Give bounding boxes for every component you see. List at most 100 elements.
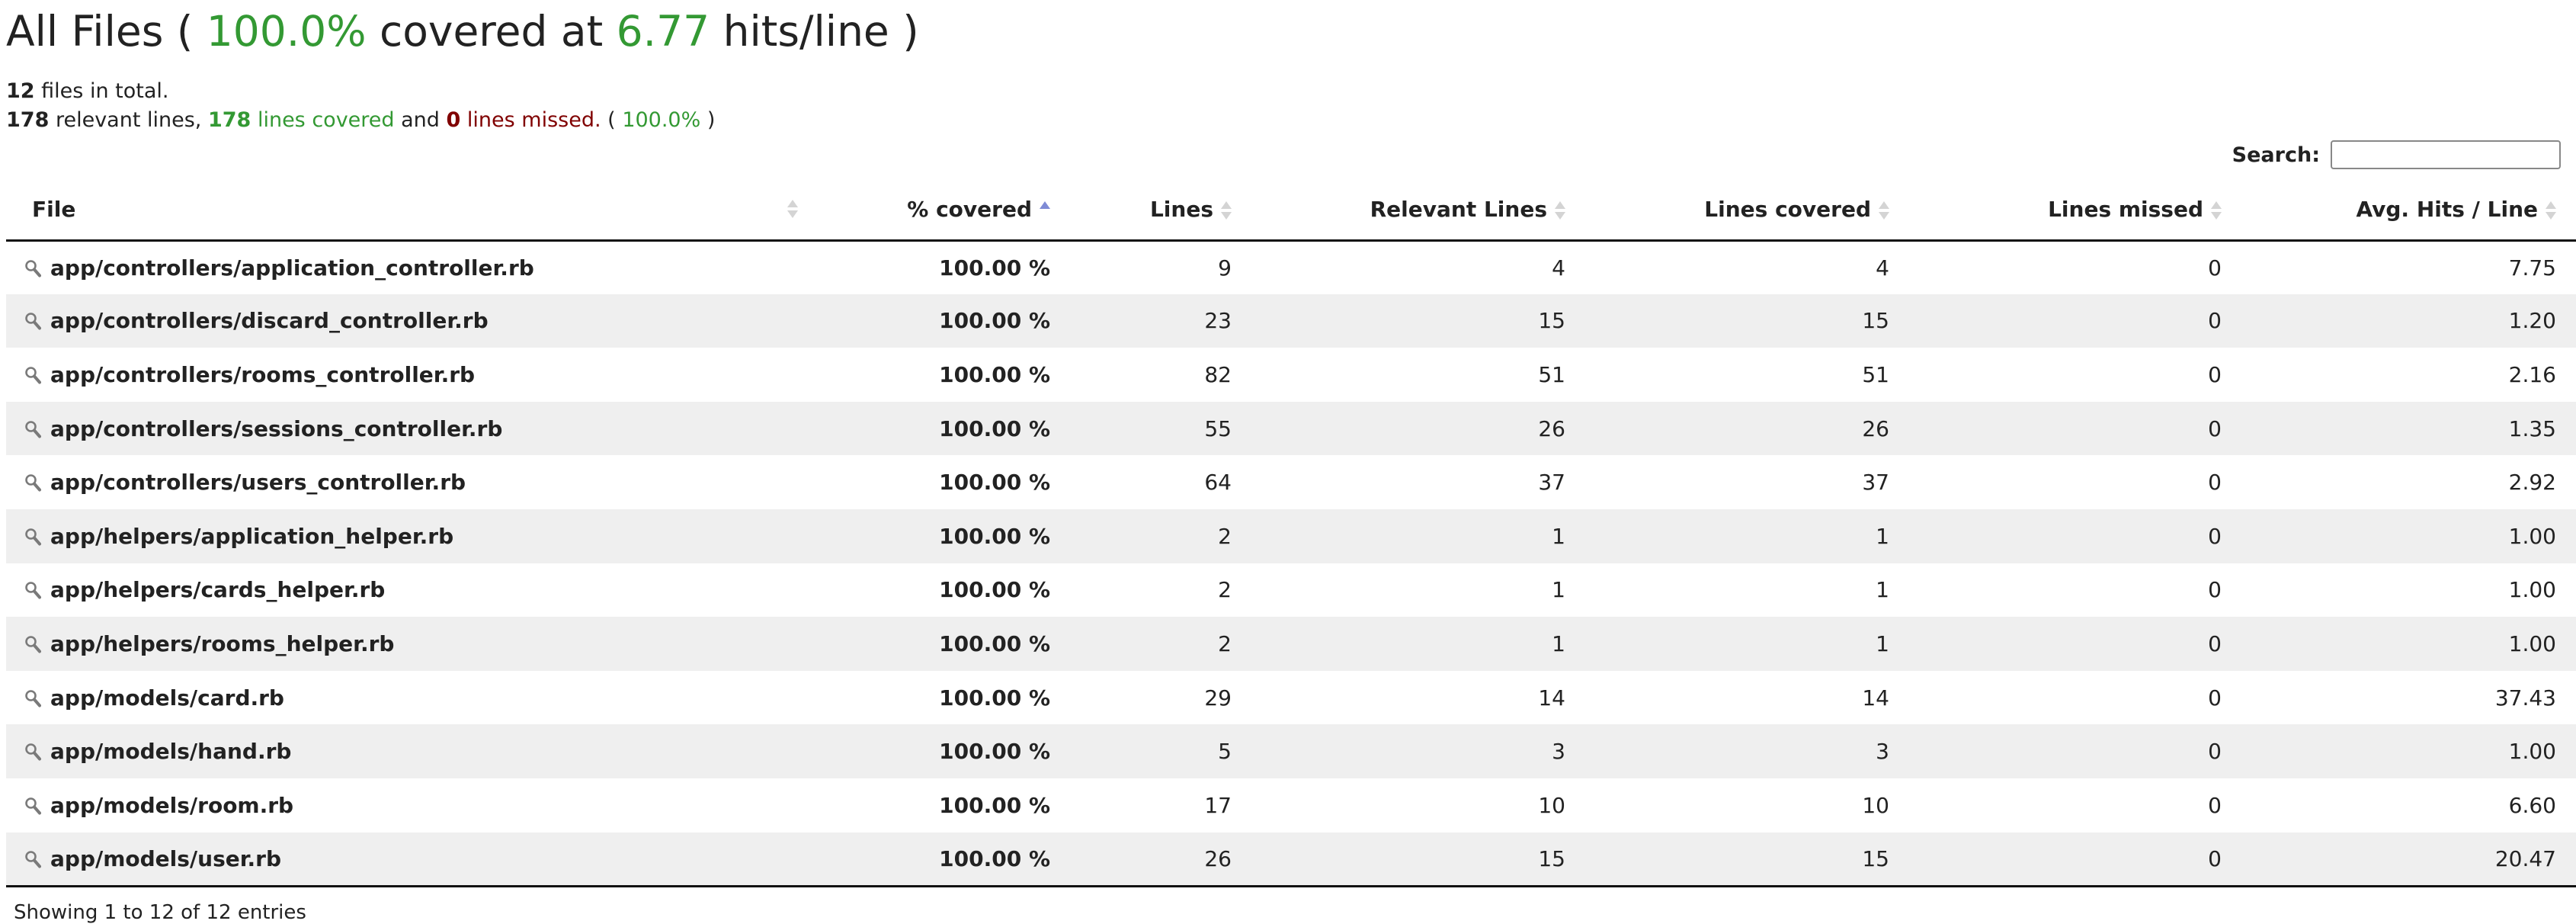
column-header-label: % covered bbox=[907, 196, 1032, 222]
lines-missed-cell: 0 bbox=[2208, 685, 2222, 711]
percent-covered-cell: 100.00 % bbox=[939, 577, 1050, 603]
avg-hits-cell: 20.47 bbox=[2241, 832, 2576, 887]
file-link[interactable]: app/helpers/cards_helper.rb bbox=[50, 577, 386, 603]
percent-covered-cell: 100.00 % bbox=[939, 255, 1050, 281]
lines-cell: 29 bbox=[1204, 685, 1232, 711]
avg-hits-cell: 1.00 bbox=[2241, 617, 2576, 671]
file-cell[interactable]: app/controllers/users_controller.rb bbox=[6, 455, 810, 509]
file-cell[interactable]: app/models/card.rb bbox=[6, 671, 810, 725]
lines-missed-cell: 0 bbox=[2208, 255, 2222, 281]
lines-covered-cell: 4 bbox=[1876, 255, 1889, 281]
file-cell[interactable]: app/models/room.rb bbox=[6, 778, 810, 833]
column-header-lines[interactable]: Lines bbox=[1070, 179, 1251, 242]
file-link[interactable]: app/models/card.rb bbox=[50, 685, 284, 711]
sort-arrows-icon bbox=[2546, 201, 2556, 220]
table-info: Showing 1 to 12 of 12 entries bbox=[14, 900, 306, 924]
magnifier-icon bbox=[24, 258, 41, 278]
sort-arrows-icon bbox=[1221, 201, 1232, 220]
covered-count: 178 bbox=[207, 108, 252, 132]
and-text: and bbox=[401, 108, 440, 132]
file-link[interactable]: app/models/user.rb bbox=[50, 845, 282, 871]
percent-covered-cell: 100.00 % bbox=[939, 470, 1050, 496]
file-cell[interactable]: app/models/hand.rb bbox=[6, 724, 810, 778]
lines-covered-cell: 1 bbox=[1585, 617, 1909, 671]
lines-cell: 9 bbox=[1218, 255, 1232, 281]
lines-summary-line: 178 relevant lines, 178 lines covered an… bbox=[6, 106, 2570, 135]
file-link[interactable]: app/controllers/discard_controller.rb bbox=[50, 308, 489, 334]
files-text: files in total. bbox=[41, 79, 169, 103]
percent-covered-cell: 100.00 % bbox=[810, 294, 1070, 348]
column-header-label: File bbox=[32, 196, 76, 222]
magnifier-icon bbox=[24, 526, 41, 546]
relevant-lines-cell: 37 bbox=[1538, 470, 1565, 496]
file-link[interactable]: app/controllers/sessions_controller.rb bbox=[50, 415, 503, 441]
percent-covered-cell: 100.00 % bbox=[939, 792, 1050, 818]
column-header-label: Relevant Lines bbox=[1370, 196, 1547, 222]
file-cell[interactable]: app/models/user.rb bbox=[6, 832, 810, 887]
percent-covered-cell: 100.00 % bbox=[810, 617, 1070, 671]
column-header-label: Avg. Hits / Line bbox=[2356, 196, 2538, 222]
file-cell[interactable]: app/controllers/discard_controller.rb bbox=[6, 294, 810, 348]
search-input[interactable] bbox=[2331, 140, 2561, 169]
file-link[interactable]: app/models/room.rb bbox=[50, 792, 294, 818]
table-row: app/models/room.rb 100.00 % 17 10 10 0 6… bbox=[6, 778, 2576, 833]
file-cell[interactable]: app/helpers/rooms_helper.rb bbox=[6, 617, 810, 671]
files-total-line: 12 files in total. bbox=[6, 77, 2570, 106]
lines-missed-cell: 0 bbox=[2208, 792, 2222, 818]
relevant-lines-cell: 51 bbox=[1538, 361, 1565, 387]
file-cell[interactable]: app/controllers/application_controller.r… bbox=[6, 240, 810, 294]
magnifier-icon bbox=[24, 310, 41, 330]
column-header-lines-missed[interactable]: Lines missed bbox=[1909, 179, 2241, 242]
avg-hits-cell: 7.75 bbox=[2508, 255, 2556, 281]
table-row: app/helpers/cards_helper.rb 100.00 % 2 1… bbox=[6, 563, 2576, 618]
missed-count: 0 bbox=[446, 108, 461, 132]
lines-covered-cell: 15 bbox=[1585, 294, 1909, 348]
avg-hits-cell: 2.16 bbox=[2508, 361, 2556, 387]
sort-arrows-icon bbox=[2211, 201, 2222, 220]
lines-cell: 5 bbox=[1070, 724, 1251, 778]
column-header-percent-covered[interactable]: % covered bbox=[810, 179, 1070, 242]
coverage-summary: 12 files in total. 178 relevant lines, 1… bbox=[6, 77, 2570, 135]
lines-missed-cell: 0 bbox=[2208, 577, 2222, 603]
magnifier-icon bbox=[24, 364, 41, 384]
column-header-file[interactable]: File bbox=[6, 179, 810, 242]
relevant-count: 178 bbox=[6, 108, 50, 132]
file-cell[interactable]: app/helpers/cards_helper.rb bbox=[6, 563, 810, 618]
relevant-lines-cell: 26 bbox=[1251, 401, 1585, 456]
file-cell[interactable]: app/controllers/sessions_controller.rb bbox=[6, 401, 810, 456]
file-cell[interactable]: app/helpers/application_helper.rb bbox=[6, 509, 810, 563]
column-header-lines-covered[interactable]: Lines covered bbox=[1585, 179, 1909, 242]
lines-missed-cell: 0 bbox=[1909, 832, 2241, 887]
lines-cell: 82 bbox=[1204, 361, 1232, 387]
sort-arrows-icon bbox=[1879, 201, 1889, 220]
title-suffix: hits/line ) bbox=[722, 7, 919, 56]
avg-hits-cell: 1.35 bbox=[2241, 401, 2576, 456]
avg-hits-cell: 1.00 bbox=[2241, 724, 2576, 778]
covered-text: lines covered bbox=[257, 108, 395, 132]
file-link[interactable]: app/controllers/rooms_controller.rb bbox=[50, 361, 476, 387]
file-link[interactable]: app/models/hand.rb bbox=[50, 739, 292, 765]
file-cell[interactable]: app/controllers/rooms_controller.rb bbox=[6, 348, 810, 402]
file-link[interactable]: app/controllers/application_controller.r… bbox=[50, 255, 534, 281]
file-link[interactable]: app/helpers/application_helper.rb bbox=[50, 523, 454, 549]
avg-hits-cell: 1.00 bbox=[2508, 577, 2556, 603]
percent-covered-cell: 100.00 % bbox=[939, 685, 1050, 711]
sort-arrows-icon bbox=[1555, 201, 1565, 220]
lines-cell: 2 bbox=[1070, 617, 1251, 671]
table-row: app/controllers/discard_controller.rb 10… bbox=[6, 294, 2576, 348]
lines-missed-cell: 0 bbox=[1909, 509, 2241, 563]
relevant-lines-cell: 1 bbox=[1251, 617, 1585, 671]
file-link[interactable]: app/helpers/rooms_helper.rb bbox=[50, 630, 395, 656]
lines-covered-cell: 15 bbox=[1585, 832, 1909, 887]
avg-hits-cell: 1.00 bbox=[2241, 509, 2576, 563]
table-header-row: File % covered Lines Relevant Lines Line… bbox=[6, 179, 2576, 242]
column-header-avg-hits[interactable]: Avg. Hits / Line bbox=[2241, 179, 2576, 242]
column-header-label: Lines covered bbox=[1704, 196, 1871, 222]
column-header-relevant-lines[interactable]: Relevant Lines bbox=[1251, 179, 1585, 242]
avg-hits-cell: 6.60 bbox=[2508, 792, 2556, 818]
file-link[interactable]: app/controllers/users_controller.rb bbox=[50, 470, 466, 496]
lines-covered-cell: 1 bbox=[1585, 509, 1909, 563]
magnifier-icon bbox=[24, 419, 41, 438]
percent-covered-cell: 100.00 % bbox=[810, 401, 1070, 456]
